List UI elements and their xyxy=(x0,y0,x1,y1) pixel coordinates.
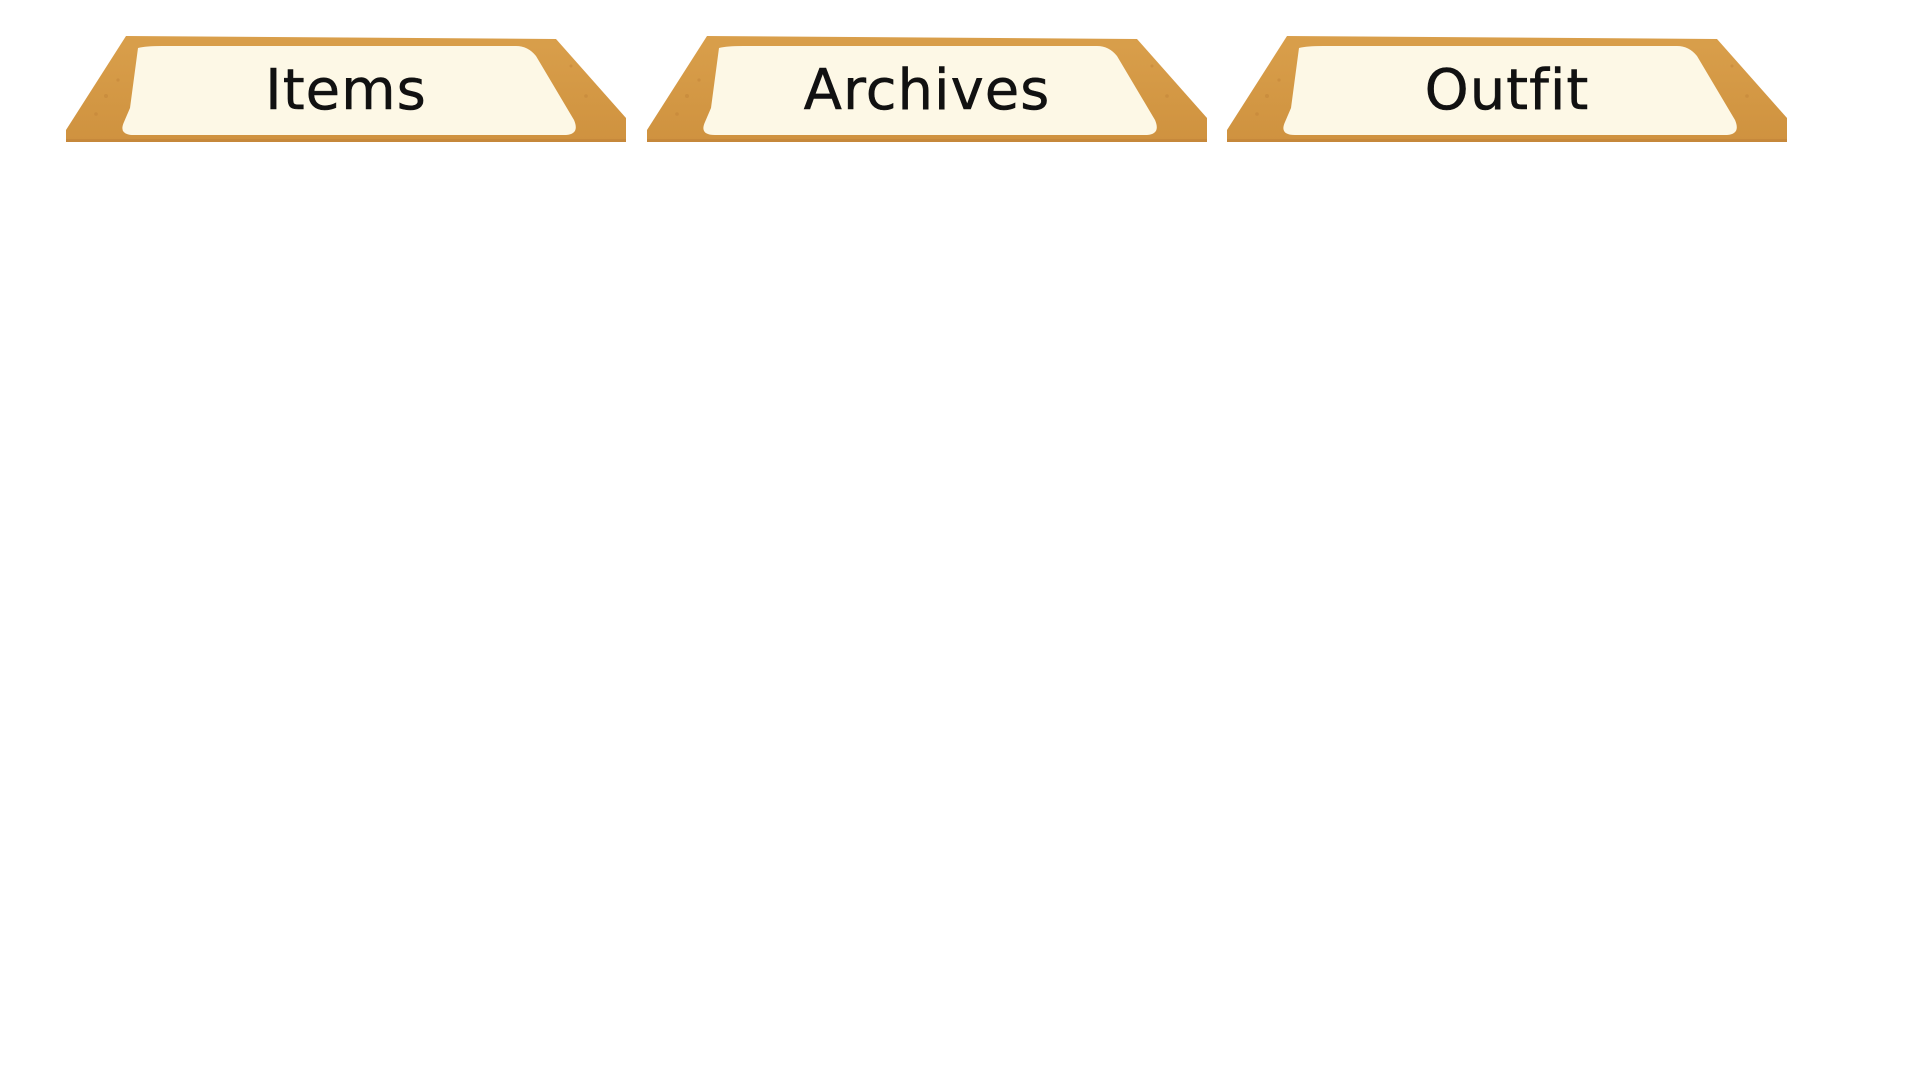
tab-items-background xyxy=(66,36,626,142)
tab-archives-background xyxy=(647,36,1207,142)
tab-outfit-background xyxy=(1227,36,1787,142)
content-area xyxy=(0,150,1920,1080)
tab-items[interactable]: Items xyxy=(66,36,626,142)
tab-bar: Items Archives Outfit xyxy=(0,0,1920,150)
tab-archives[interactable]: Archives xyxy=(647,36,1207,142)
tab-outfit[interactable]: Outfit xyxy=(1227,36,1787,142)
